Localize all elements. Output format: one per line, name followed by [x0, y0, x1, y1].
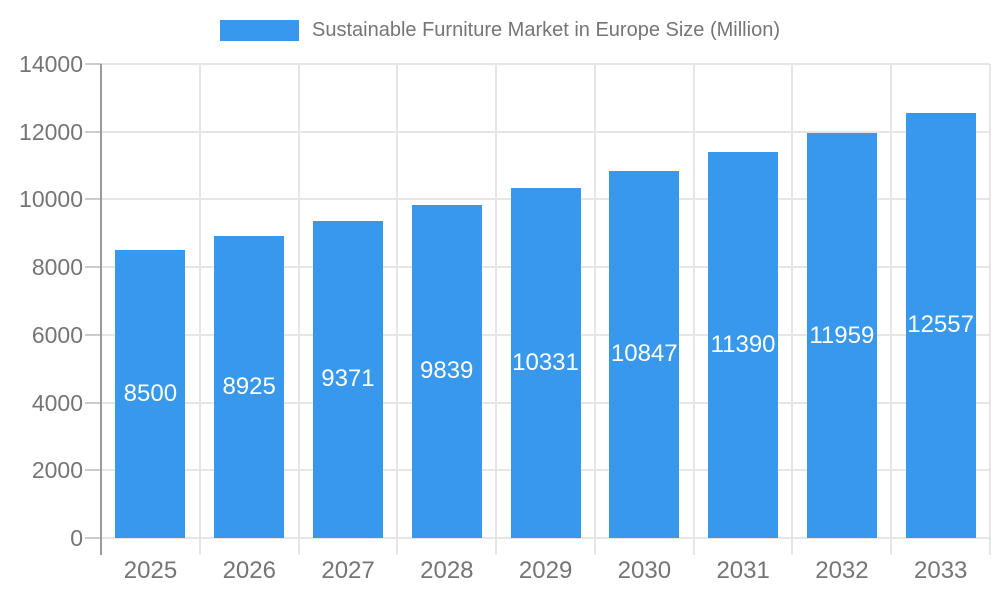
y-axis-tick	[85, 401, 101, 404]
x-axis-label: 2032	[815, 557, 869, 584]
y-axis-tick	[85, 537, 101, 539]
bar[interactable]: 9839	[411, 204, 482, 538]
bar[interactable]: 9371	[312, 220, 383, 538]
bar-value-label: 12557	[907, 311, 974, 339]
x-axis-label: 2033	[914, 557, 968, 584]
y-axis-tick	[85, 130, 101, 133]
h-gridline	[101, 63, 990, 65]
x-axis-label: 2031	[716, 557, 770, 584]
y-axis-tick	[85, 469, 101, 472]
h-gridline	[101, 537, 990, 539]
x-axis-label: 2025	[123, 557, 178, 584]
y-axis-line	[100, 64, 102, 555]
v-gridline	[396, 64, 399, 555]
v-gridline	[297, 64, 300, 555]
bar[interactable]: 12557	[905, 112, 976, 538]
bar-value-label: 11390	[710, 331, 776, 359]
h-gridline	[101, 130, 990, 133]
legend-swatch	[220, 19, 299, 41]
x-axis-label: 2030	[617, 557, 672, 584]
y-axis-label: 12000	[19, 118, 83, 145]
y-axis-label: 0	[70, 525, 83, 551]
y-axis-label: 10000	[19, 186, 83, 213]
v-gridline	[692, 64, 695, 555]
bar-value-label: 10847	[610, 340, 678, 368]
y-axis-tick	[85, 63, 101, 65]
bar-value-label: 8500	[123, 380, 178, 408]
legend-label: Sustainable Furniture Market in Europe S…	[312, 18, 780, 41]
v-gridline	[890, 64, 893, 555]
x-axis-label: 2027	[321, 557, 375, 584]
chart-legend[interactable]: Sustainable Furniture Market in Europe S…	[0, 14, 1000, 46]
bar[interactable]: 11959	[806, 133, 877, 538]
v-gridline	[495, 64, 498, 555]
y-axis-tick	[85, 333, 101, 336]
bar-value-label: 9371	[321, 365, 375, 393]
bar-value-label: 8925	[222, 372, 276, 400]
v-gridline	[791, 64, 794, 555]
bar[interactable]: 11390	[708, 152, 779, 538]
bar-value-label: 10331	[512, 349, 579, 377]
bar-value-label: 11959	[809, 321, 875, 349]
x-axis-label: 2028	[420, 557, 474, 584]
x-axis-label: 2029	[518, 557, 573, 584]
y-axis-label: 14000	[19, 51, 83, 77]
y-axis-label: 4000	[31, 389, 83, 416]
y-axis-label: 6000	[31, 321, 83, 348]
bar[interactable]: 10331	[510, 188, 581, 538]
y-axis-label: 2000	[31, 457, 83, 484]
y-axis-tick	[85, 266, 101, 269]
bar[interactable]: 8500	[115, 250, 186, 538]
bar[interactable]: 10847	[609, 170, 680, 538]
v-gridline	[198, 64, 201, 555]
v-gridline	[989, 64, 991, 555]
v-gridline	[593, 64, 596, 555]
y-axis-label: 8000	[31, 254, 83, 281]
bar-value-label: 9839	[420, 357, 474, 385]
bar[interactable]: 8925	[214, 235, 285, 538]
y-axis-tick	[85, 198, 101, 201]
x-axis-label: 2026	[222, 557, 276, 584]
